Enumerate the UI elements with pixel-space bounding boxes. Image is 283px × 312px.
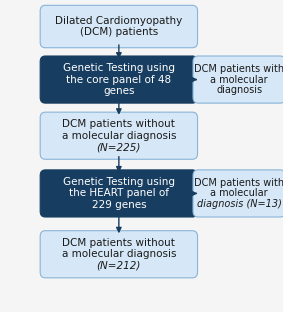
FancyBboxPatch shape: [40, 112, 198, 159]
Text: DCM patients with: DCM patients with: [194, 178, 283, 188]
Text: Dilated Cardiomyopathy: Dilated Cardiomyopathy: [55, 16, 183, 26]
FancyBboxPatch shape: [193, 170, 283, 217]
Text: Genetic Testing using: Genetic Testing using: [63, 63, 175, 73]
FancyBboxPatch shape: [193, 56, 283, 103]
Text: Genetic Testing using: Genetic Testing using: [63, 177, 175, 187]
Text: DCM patients with: DCM patients with: [194, 64, 283, 74]
Text: DCM patients without: DCM patients without: [63, 119, 175, 129]
FancyBboxPatch shape: [40, 56, 198, 103]
Text: (N=212): (N=212): [97, 261, 141, 271]
Text: diagnosis: diagnosis: [216, 85, 262, 95]
Text: 229 genes: 229 genes: [91, 200, 146, 210]
FancyBboxPatch shape: [40, 5, 198, 48]
Text: the core panel of 48: the core panel of 48: [66, 75, 171, 85]
Text: a molecular: a molecular: [210, 188, 268, 198]
Text: a molecular diagnosis: a molecular diagnosis: [62, 249, 176, 259]
Text: (DCM) patients: (DCM) patients: [80, 27, 158, 37]
Text: DCM patients without: DCM patients without: [63, 238, 175, 248]
Text: the HEART panel of: the HEART panel of: [69, 188, 169, 198]
Text: (N=225): (N=225): [97, 142, 141, 152]
Text: a molecular: a molecular: [210, 75, 268, 85]
Text: diagnosis (N=13): diagnosis (N=13): [197, 199, 282, 209]
FancyBboxPatch shape: [40, 170, 198, 217]
Text: a molecular diagnosis: a molecular diagnosis: [62, 131, 176, 141]
Text: genes: genes: [103, 86, 135, 96]
FancyBboxPatch shape: [40, 231, 198, 278]
